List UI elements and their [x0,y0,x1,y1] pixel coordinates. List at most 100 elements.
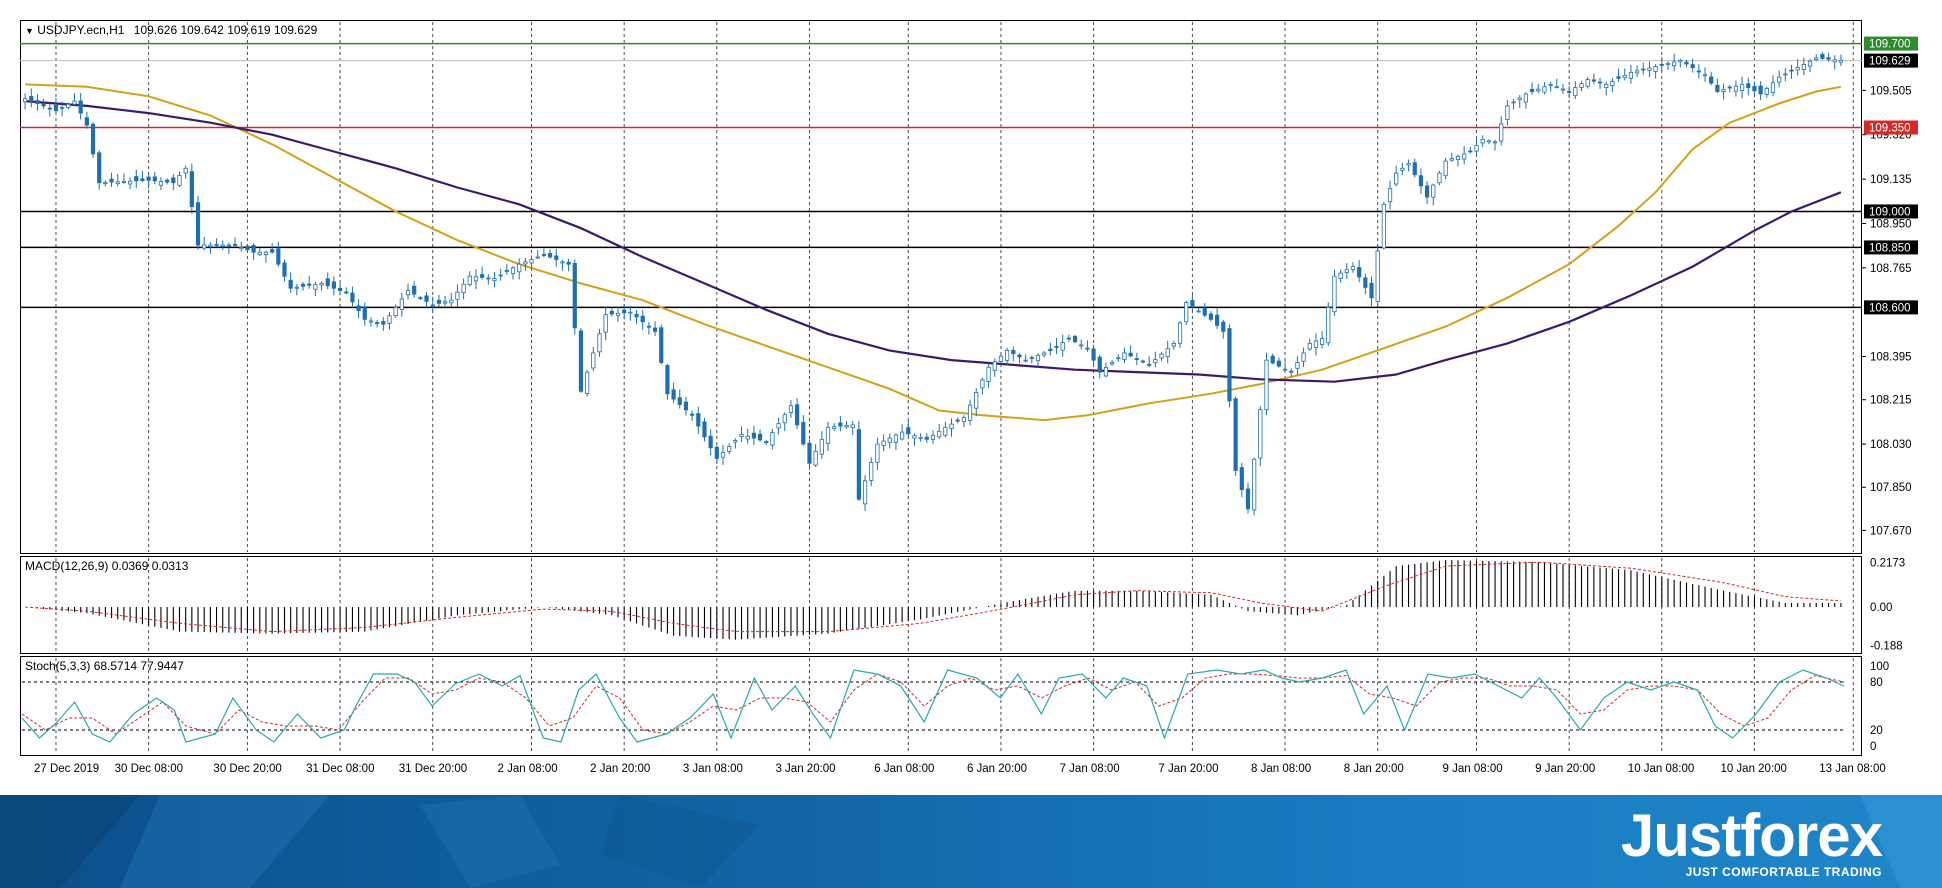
price-level-tag-label: 109.000 [1869,206,1911,218]
candle-body [1035,354,1041,362]
stoch-main-line [21,669,1845,743]
candle-body [362,306,367,320]
candle-body [1313,340,1319,348]
brand-logo: Justforex [1620,802,1883,869]
candle-body [214,244,219,246]
candle-body [1128,352,1133,357]
candle-body [1622,74,1627,79]
candle-body [1134,358,1139,360]
candle-body [121,181,127,183]
candle-body [239,247,244,250]
candle-body [140,178,145,181]
candle-body [331,281,337,289]
candle-body [659,327,664,363]
candle-body [1597,81,1603,84]
candle-body [1523,93,1529,103]
candle-body [665,365,670,395]
candle-body [1215,314,1220,326]
candle-body [270,249,275,253]
candle-body [455,291,460,300]
candle-body [603,314,608,333]
candle-body [980,379,985,389]
x-axis-label: 7 Jan 20:00 [1158,763,1218,775]
symbol-name: USDJPY.ecn,H1 [37,23,125,37]
candle-body [708,435,713,449]
candle-body [1449,158,1454,161]
candle-body [1480,139,1485,144]
candle-body [127,180,133,185]
candle-body [461,283,466,294]
candle-body [1042,352,1047,356]
candle-body [158,181,164,186]
candle-body [1715,84,1720,92]
candle-body [53,104,59,112]
candle-body [1560,88,1566,91]
candle-body [134,176,139,182]
price-axis-label: 107.670 [1870,525,1912,537]
candle-body [84,117,89,126]
candle-body [337,287,343,291]
x-axis-label: 9 Jan 20:00 [1535,763,1595,775]
candle-body [801,422,806,445]
candle-body [943,426,948,436]
candle-body [554,255,559,260]
stochastic-pane[interactable]: Stoch(5,3,3) 68.5714 77.9447 [20,656,1862,756]
price-pane[interactable]: ▼ USDJPY.ecn,H1 109.626 109.642 109.619 … [20,20,1862,554]
candle-body [1332,275,1337,313]
stoch-axis-label: 0 [1870,741,1876,753]
candle-body [1486,140,1491,143]
candle-body [282,262,287,277]
candle-body [1177,322,1183,344]
candle-body [1647,67,1652,71]
candle-body [1153,359,1158,364]
candle-body [1029,357,1034,359]
candle-body [387,315,392,324]
ohlc-values: 109.626 109.642 109.619 109.629 [133,23,318,37]
candle-body [1171,342,1176,347]
symbol-header: ▼ USDJPY.ecn,H1 109.626 109.642 109.619 … [25,23,317,37]
candle-body [257,251,262,256]
macd-pane[interactable]: MACD(12,26,9) 0.0369 0.0313 [20,556,1862,654]
candle-body [1709,76,1714,84]
candle-body [1814,57,1819,61]
candle-body [412,285,417,295]
candle-body [585,371,590,394]
x-axis-label: 8 Jan 08:00 [1251,763,1311,775]
candle-body [1511,101,1516,104]
candle-body [1610,80,1615,87]
x-axis-label: 30 Dec 08:00 [115,763,183,775]
candle-body [560,261,565,264]
candle-body [399,298,404,310]
candle-body [572,263,577,329]
candle-body [720,452,726,458]
candle-body [998,355,1004,362]
price-level-tag-label: 109.629 [1869,56,1911,68]
candle-body [1733,85,1739,92]
collapse-triangle-icon[interactable]: ▼ [25,26,34,36]
candle-body [825,426,831,444]
candle-body [109,178,114,183]
candle-body [1529,88,1535,92]
candle-body [609,310,614,315]
price-axis-label: 108.950 [1870,218,1912,230]
candle-body [1301,352,1306,362]
candle-body [1350,266,1356,270]
candle-body [622,309,627,314]
candle-body [1739,83,1745,91]
candle-body [202,244,207,249]
candle-body [1011,349,1016,355]
candle-body [35,100,40,104]
candle-body [764,441,769,444]
candle-body [1363,277,1368,288]
candle-body [1085,347,1090,350]
candle-body [1394,172,1399,185]
candle-body [232,243,238,246]
x-axis-label: 6 Jan 20:00 [967,763,1027,775]
candle-body [1727,86,1732,89]
candle-body [1826,57,1831,60]
candle-body [930,434,936,440]
candle-body [189,171,194,208]
candle-body [992,361,997,371]
candle-body [517,263,522,273]
